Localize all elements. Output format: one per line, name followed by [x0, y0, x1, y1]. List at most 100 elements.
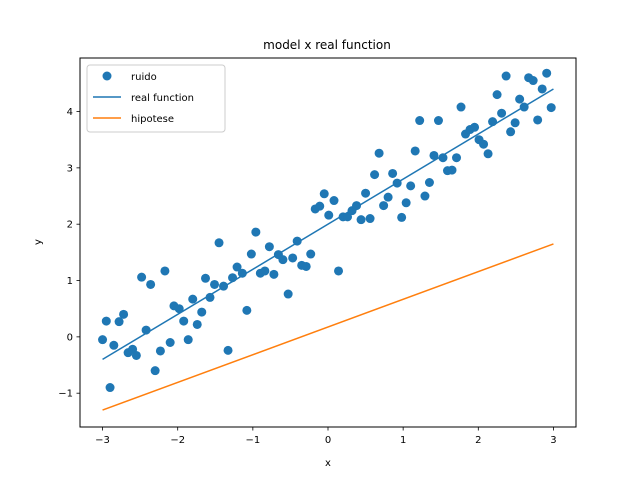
data-point	[228, 273, 238, 283]
data-point	[483, 149, 493, 159]
data-point	[401, 198, 411, 208]
x-tick-label: −3	[95, 435, 110, 446]
data-point	[101, 316, 111, 326]
data-point	[429, 150, 439, 160]
series-line-hipotese	[102, 243, 554, 411]
data-point	[246, 249, 256, 259]
data-point	[288, 253, 298, 263]
legend-label-ruido: ruido	[131, 72, 157, 83]
data-point	[137, 272, 147, 282]
data-point	[183, 335, 193, 345]
data-point	[515, 94, 525, 104]
data-point	[546, 103, 556, 113]
data-point	[397, 212, 407, 222]
legend: ruido real function hipotese	[86, 64, 226, 133]
data-point	[210, 279, 220, 289]
chart-title: model x real function	[263, 38, 391, 52]
y-tick-label: 0	[67, 332, 73, 343]
y-tick-label: 2	[67, 220, 73, 231]
data-point	[264, 242, 274, 252]
data-point	[237, 268, 247, 278]
data-point	[542, 68, 552, 78]
x-axis-label: x	[325, 458, 331, 469]
data-point	[306, 249, 316, 259]
data-point	[506, 127, 516, 137]
data-point	[361, 188, 371, 198]
data-point	[365, 214, 375, 224]
data-point	[424, 178, 434, 187]
data-point	[105, 383, 115, 393]
data-point	[488, 117, 498, 127]
data-point	[201, 273, 210, 283]
data-point	[260, 266, 270, 276]
data-point	[155, 346, 165, 356]
data-point	[141, 325, 151, 335]
x-tick-label: −1	[245, 435, 260, 446]
x-tick-label: −2	[170, 435, 185, 446]
data-point	[528, 76, 538, 86]
data-point	[131, 350, 141, 360]
data-point	[519, 102, 529, 112]
data-point	[343, 212, 353, 222]
legend-marker-ruido	[102, 71, 112, 81]
y-axis-label: y	[33, 239, 44, 245]
x-tick-label: 1	[400, 435, 406, 446]
series-line-real-function	[102, 88, 554, 361]
data-point	[510, 118, 520, 128]
data-point	[324, 210, 334, 220]
data-point	[301, 261, 311, 271]
data-point	[179, 316, 189, 326]
legend-box	[86, 64, 226, 133]
data-point	[537, 84, 547, 94]
data-point	[278, 255, 288, 265]
data-point	[388, 168, 398, 178]
data-point	[410, 146, 420, 156]
data-point	[114, 317, 124, 327]
data-point	[452, 153, 462, 163]
data-point	[214, 238, 224, 248]
data-point	[329, 196, 339, 206]
data-point	[98, 335, 108, 345]
data-point	[146, 279, 156, 289]
data-point	[383, 192, 393, 202]
data-point	[497, 108, 507, 118]
legend-label-hipotese: hipotese	[131, 114, 174, 125]
data-point	[492, 90, 502, 100]
data-point	[165, 338, 175, 347]
y-tick-label: 4	[67, 107, 73, 118]
data-point	[456, 102, 466, 112]
axis-ticks: −3 −2 −1 0 1 2 3 −1 0 1 2 3 4	[58, 107, 556, 446]
data-point	[392, 178, 402, 188]
data-point	[251, 227, 261, 237]
data-point	[379, 201, 389, 211]
data-point	[188, 294, 198, 304]
data-point	[470, 122, 480, 132]
y-tick-label: −1	[58, 389, 73, 400]
data-point	[433, 116, 443, 126]
data-point	[420, 191, 430, 201]
data-point	[374, 148, 384, 158]
y-tick-label: 3	[67, 163, 73, 174]
x-tick-label: 2	[475, 435, 481, 446]
data-point	[370, 170, 380, 180]
data-point	[197, 307, 207, 317]
data-point	[205, 292, 215, 302]
x-tick-label: 0	[325, 435, 331, 446]
data-point	[352, 201, 362, 211]
data-point	[283, 289, 293, 299]
data-point	[223, 345, 233, 355]
data-point	[533, 115, 543, 125]
plot-area	[98, 68, 556, 411]
data-point	[501, 71, 511, 81]
data-point	[447, 165, 457, 175]
data-point	[438, 153, 448, 163]
data-point	[292, 236, 302, 246]
data-point	[219, 281, 229, 291]
data-point	[119, 309, 129, 319]
data-point	[160, 266, 170, 276]
data-point	[334, 266, 344, 276]
data-point	[150, 366, 160, 376]
data-point	[109, 340, 119, 350]
data-point	[192, 319, 202, 329]
data-point	[315, 201, 325, 211]
